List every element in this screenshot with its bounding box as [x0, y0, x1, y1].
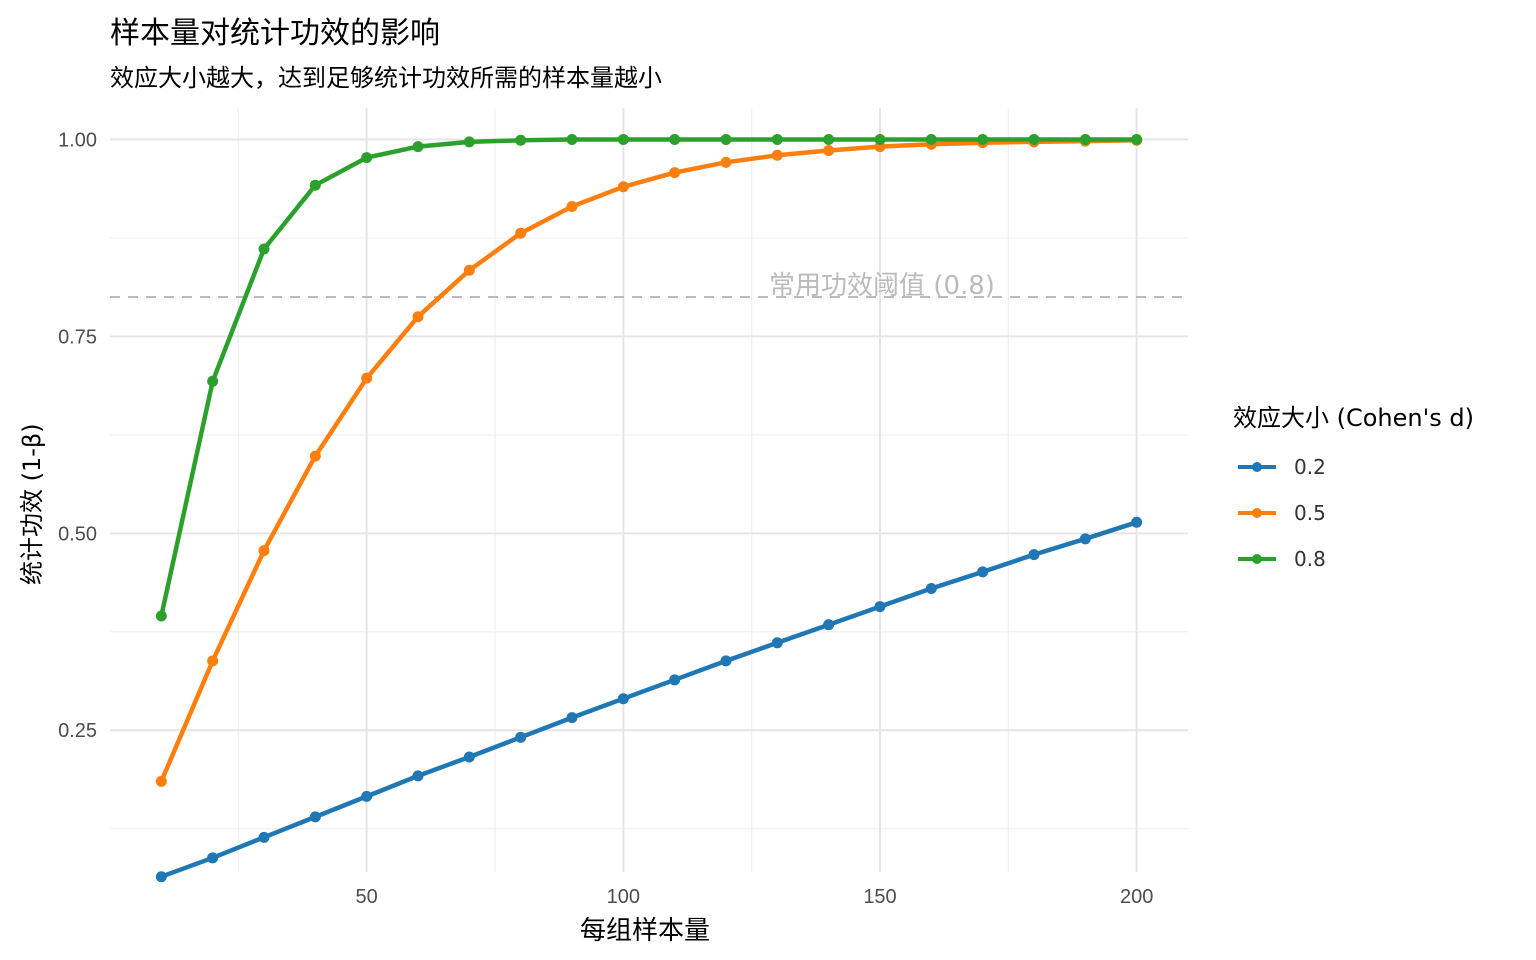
point-0.8-100: [617, 134, 629, 146]
point-0.8-50: [361, 152, 373, 164]
x-tick-label-3: 200: [1120, 886, 1153, 908]
point-0.8-30: [258, 243, 270, 255]
point-0.5-10: [155, 775, 167, 787]
series-line-0.8: [159, 137, 1139, 619]
x-tick-label-0: 50: [356, 886, 378, 908]
major-gridlines: [110, 108, 1188, 872]
legend-label-0-8: 0.8: [1294, 547, 1326, 571]
point-0.5-100: [617, 181, 629, 193]
x-tick-label-1: 100: [607, 886, 640, 908]
point-0.8-90: [566, 134, 578, 146]
point-0.2-20: [207, 852, 219, 864]
point-0.5-110: [669, 167, 681, 179]
y-tick-label-0: 0.25: [58, 720, 97, 742]
point-0.2-190: [1079, 533, 1091, 545]
y-tick-label-1: 0.50: [58, 523, 97, 545]
point-0.8-70: [463, 136, 475, 148]
point-0.2-150: [874, 601, 886, 613]
point-0.8-170: [977, 134, 989, 146]
point-0.2-200: [1131, 516, 1143, 528]
series-line-0.5: [159, 138, 1139, 784]
legend-item-0-5: 0.5: [1238, 498, 1326, 528]
x-tick-label-2: 150: [863, 886, 896, 908]
legend-label-0-5: 0.5: [1294, 501, 1326, 525]
point-0.8-160: [925, 134, 937, 146]
point-0.2-50: [361, 790, 373, 802]
point-0.2-140: [823, 619, 835, 631]
point-0.8-60: [412, 141, 424, 153]
legend-label-0-2: 0.2: [1294, 455, 1326, 479]
point-0.2-90: [566, 712, 578, 724]
legend-title: 效应大小 (Cohen's d): [1233, 404, 1474, 432]
point-0.5-140: [823, 145, 835, 157]
legend-swatch-0-2: [1238, 462, 1276, 472]
point-0.2-30: [258, 831, 270, 843]
point-0.8-20: [207, 375, 219, 387]
legend-item-0-8: 0.8: [1238, 544, 1326, 574]
point-0.5-50: [361, 372, 373, 384]
point-0.8-110: [669, 134, 681, 146]
point-0.5-80: [515, 227, 527, 239]
point-0.8-190: [1079, 134, 1091, 146]
legend-swatch-0-5: [1238, 508, 1276, 518]
point-0.2-160: [925, 582, 937, 594]
reference-line-label: 常用功效阈值 (0.8): [769, 271, 995, 301]
point-0.2-180: [1028, 549, 1040, 561]
point-0.2-60: [412, 770, 424, 782]
legend-swatch-0-8: [1238, 554, 1276, 564]
series-line-0.2: [159, 520, 1139, 879]
point-0.8-130: [771, 134, 783, 146]
point-0.8-10: [155, 610, 167, 622]
point-0.8-150: [874, 134, 886, 146]
series-group: [155, 134, 1143, 883]
reference-line-group: 常用功效阈值 (0.8): [110, 271, 1188, 301]
point-0.5-130: [771, 149, 783, 161]
point-0.2-40: [309, 811, 321, 823]
point-0.2-120: [720, 655, 732, 667]
point-0.5-20: [207, 655, 219, 667]
point-0.5-40: [309, 450, 321, 462]
point-0.8-140: [823, 134, 835, 146]
point-0.2-70: [463, 751, 475, 763]
point-0.2-110: [669, 674, 681, 686]
point-0.5-90: [566, 200, 578, 212]
y-tick-label-3: 1.00: [58, 130, 97, 152]
tick-labels: 50 100 150 200 0.25 0.50 0.75 1.00: [58, 130, 1153, 908]
minor-gridlines: [110, 108, 1188, 872]
point-0.2-130: [771, 637, 783, 649]
y-tick-label-2: 0.75: [58, 326, 97, 348]
y-axis-label: 统计功效 (1-β): [18, 423, 46, 585]
point-0.8-80: [515, 134, 527, 146]
point-0.8-40: [309, 179, 321, 191]
point-0.8-180: [1028, 134, 1040, 146]
point-0.8-200: [1131, 134, 1143, 146]
point-0.2-80: [515, 731, 527, 743]
legend-item-0-2: 0.2: [1238, 452, 1326, 482]
x-axis-label: 每组样本量: [580, 916, 711, 946]
point-0.5-120: [720, 156, 732, 168]
point-0.2-10: [155, 871, 167, 883]
point-0.8-120: [720, 134, 732, 146]
point-0.5-70: [463, 264, 475, 276]
chart-title: 样本量对统计功效的影响: [110, 16, 440, 51]
point-0.5-30: [258, 545, 270, 557]
chart-subtitle: 效应大小越大，达到足够统计功效所需的样本量越小: [110, 64, 662, 92]
point-0.2-170: [977, 566, 989, 578]
point-0.2-100: [617, 693, 629, 705]
point-0.5-60: [412, 311, 424, 323]
